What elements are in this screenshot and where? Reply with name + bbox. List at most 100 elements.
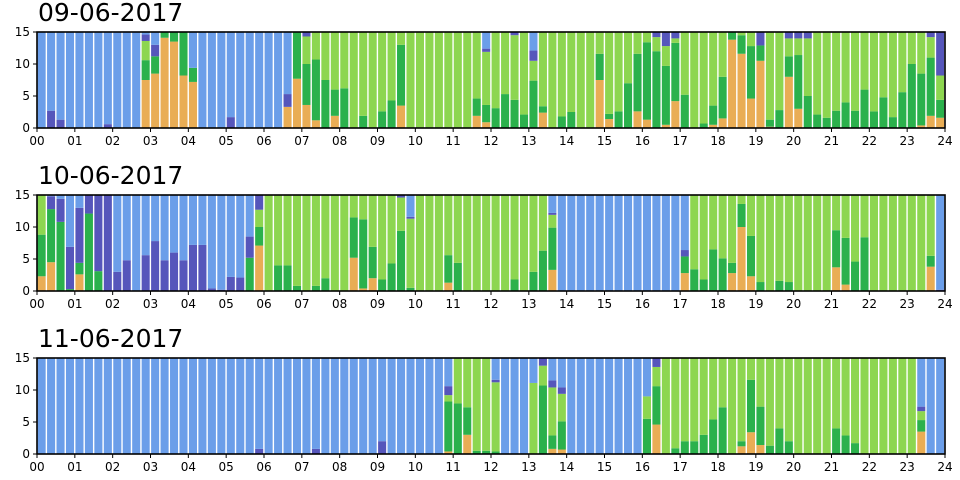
bar-segment-blue [245, 195, 254, 237]
bar-44 [453, 32, 462, 128]
bar-27 [292, 195, 302, 291]
bar-segment-light-green [359, 195, 368, 220]
bar-30 [321, 358, 330, 454]
bar-segment-purple [141, 255, 150, 291]
bar-8 [113, 32, 122, 128]
bar-segment-orange [661, 124, 670, 128]
bar-segment-blue [633, 195, 642, 291]
bar-segment-dark-green [274, 265, 283, 291]
bar-79 [784, 195, 793, 291]
bar-segment-blue [605, 195, 614, 291]
bar-47 [482, 195, 491, 291]
bar-segment-dark-green [491, 108, 500, 128]
bar-31 [330, 195, 339, 291]
bar-segment-light-green [387, 32, 396, 101]
bar-segment-orange [368, 278, 377, 291]
bar-segment-orange [652, 424, 661, 454]
bar-segment-dark-green [94, 271, 103, 291]
bar-segment-light-green [321, 32, 330, 80]
x-tick-label: 18 [710, 460, 725, 474]
bar-59 [595, 32, 604, 128]
bar-segment-blue [397, 358, 406, 454]
bar-39 [406, 195, 415, 291]
x-tick-label: 17 [673, 460, 688, 474]
bar-segment-light-green [746, 32, 756, 47]
bar-segment-blue [132, 358, 141, 454]
bar-segment-orange [709, 124, 718, 128]
y-tick-label: 5 [22, 89, 30, 103]
bar-segment-dark-green [879, 97, 888, 128]
bar-segment-dark-green [624, 83, 633, 128]
bar-segment-purple [794, 32, 803, 39]
bar-segment-blue [614, 195, 623, 291]
bar-segment-light-green [917, 32, 926, 74]
bar-72 [718, 358, 727, 454]
bar-63 [633, 195, 642, 291]
x-tick-label: 15 [597, 297, 612, 311]
bar-81 [803, 358, 812, 454]
bar-segment-light-green [292, 195, 302, 286]
bar-segment-dark-green [775, 110, 784, 128]
bar-segment-dark-green [756, 282, 765, 291]
bar-72 [718, 32, 727, 128]
bar-segment-purple [756, 32, 765, 46]
bar-0 [37, 195, 46, 291]
bar-segment-light-green [311, 32, 320, 60]
bar-88 [869, 195, 878, 291]
bar-segment-dark-green [482, 104, 491, 123]
bar-80 [794, 32, 803, 128]
bar-53 [538, 358, 547, 454]
bar-segment-dark-green [368, 246, 377, 279]
bar-segment-blue [274, 32, 283, 128]
bar-87 [860, 32, 869, 128]
bar-segment-blue [236, 358, 245, 454]
x-tick-label: 00 [29, 297, 44, 311]
x-tick-label: 04 [181, 460, 196, 474]
bar-segment-dark-green [832, 230, 841, 268]
bar-segment-dark-green [567, 112, 576, 128]
bar-25 [274, 358, 283, 454]
bar-segment-purple [917, 406, 926, 412]
bar-segment-light-green [491, 382, 500, 452]
bar-77 [765, 32, 774, 128]
bar-segment-light-green [538, 365, 547, 386]
bar-89 [879, 358, 888, 454]
bar-segment-blue [510, 358, 519, 454]
bar-25 [274, 32, 283, 128]
bar-62 [624, 32, 633, 128]
bar-segment-light-green [633, 32, 642, 54]
bar-15 [179, 195, 188, 291]
bar-segment-light-green [888, 32, 897, 118]
bar-segment-purple [122, 260, 131, 291]
bar-segment-light-green [784, 195, 793, 283]
x-tick-label: 11 [446, 134, 461, 148]
bar-segment-light-green [803, 38, 812, 96]
bar-14 [170, 358, 179, 454]
bar-3 [65, 195, 75, 291]
bar-32 [340, 195, 349, 291]
bar-35 [368, 358, 377, 454]
bar-segment-blue [378, 358, 387, 442]
bar-91 [898, 195, 907, 291]
bar-52 [529, 32, 538, 128]
bar-segment-light-green [907, 32, 916, 64]
bar-22 [245, 32, 254, 128]
bar-segment-dark-green [595, 53, 604, 80]
bar-segment-dark-green [538, 106, 547, 113]
bar-segment-light-green [775, 358, 784, 429]
bar-60 [605, 32, 614, 128]
bar-segment-purple [680, 250, 689, 257]
bar-segment-orange [188, 81, 197, 128]
bar-segment-light-green [832, 358, 841, 429]
bar-segment-dark-green [851, 443, 860, 454]
bar-segment-blue [170, 195, 179, 253]
bar-segment-light-green [359, 32, 368, 116]
bar-40 [415, 195, 424, 291]
bar-segment-light-green [378, 195, 387, 280]
bar-52 [529, 195, 538, 291]
bar-segment-dark-green [841, 102, 850, 128]
bar-segment-light-green [718, 32, 727, 77]
bar-segment-blue [198, 32, 207, 128]
